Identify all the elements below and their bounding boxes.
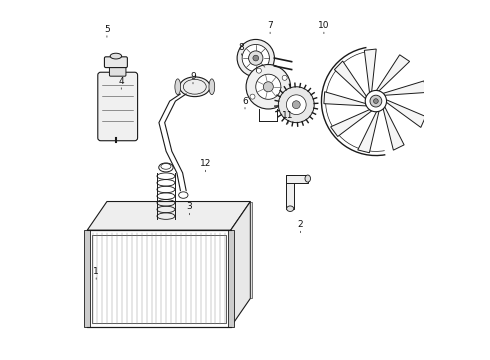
Circle shape (256, 74, 281, 99)
Polygon shape (250, 202, 252, 298)
Polygon shape (387, 100, 426, 127)
Polygon shape (87, 202, 250, 230)
Polygon shape (324, 92, 367, 106)
Bar (286, 175, 294, 209)
Circle shape (282, 75, 287, 80)
Polygon shape (365, 49, 376, 93)
Text: 5: 5 (104, 25, 110, 34)
Polygon shape (358, 111, 379, 153)
Text: 6: 6 (242, 96, 248, 105)
FancyBboxPatch shape (104, 57, 127, 68)
Text: 9: 9 (190, 72, 196, 81)
Circle shape (263, 82, 273, 92)
Bar (84, 230, 90, 327)
Circle shape (365, 90, 387, 112)
Ellipse shape (179, 77, 210, 96)
Text: 7: 7 (267, 21, 273, 30)
Polygon shape (87, 230, 231, 327)
Ellipse shape (305, 175, 311, 182)
Circle shape (246, 64, 291, 109)
Circle shape (293, 101, 300, 109)
Polygon shape (376, 55, 410, 91)
Circle shape (248, 51, 263, 65)
Text: 12: 12 (200, 159, 211, 168)
FancyBboxPatch shape (98, 72, 138, 141)
FancyBboxPatch shape (109, 65, 126, 76)
Circle shape (287, 95, 306, 114)
Bar (286, 175, 308, 183)
Ellipse shape (175, 79, 181, 95)
Polygon shape (231, 202, 250, 327)
Circle shape (373, 99, 378, 103)
Circle shape (253, 55, 259, 61)
Polygon shape (331, 110, 372, 136)
Text: 3: 3 (187, 202, 192, 211)
Circle shape (237, 40, 274, 77)
Bar (228, 230, 234, 327)
Ellipse shape (159, 163, 173, 172)
Text: 1: 1 (93, 267, 99, 276)
Ellipse shape (110, 53, 122, 59)
Polygon shape (383, 81, 427, 95)
Ellipse shape (287, 206, 294, 211)
Polygon shape (383, 107, 404, 150)
Ellipse shape (209, 79, 215, 95)
Text: 10: 10 (318, 21, 330, 30)
Circle shape (256, 68, 261, 73)
Polygon shape (334, 61, 367, 99)
Circle shape (242, 44, 270, 72)
Text: 11: 11 (282, 111, 294, 120)
Circle shape (250, 94, 255, 99)
Circle shape (370, 95, 382, 107)
Text: 4: 4 (119, 77, 124, 86)
Circle shape (278, 87, 314, 123)
Ellipse shape (179, 192, 188, 198)
Text: 8: 8 (239, 43, 245, 52)
Text: 2: 2 (298, 220, 303, 229)
